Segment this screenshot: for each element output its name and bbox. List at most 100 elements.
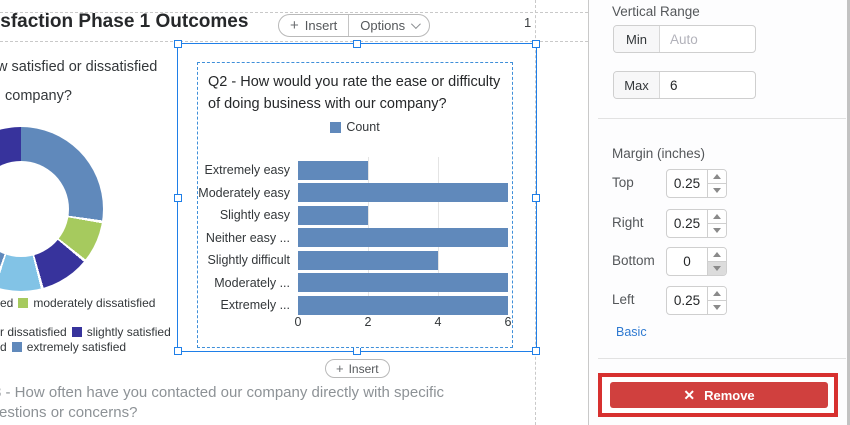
resize-handle-bottom-middle[interactable]	[353, 347, 361, 355]
category-label: Extremely easy	[204, 163, 290, 178]
q1-question-text-line1: w satisfied or dissatisfied	[0, 59, 158, 75]
options-button-label: Options	[360, 18, 406, 33]
bar[interactable]	[298, 228, 508, 248]
stepper-down-button[interactable]	[708, 262, 726, 275]
q1-question-text-line2: company?	[5, 88, 72, 104]
bar-row: Slightly difficult	[198, 249, 512, 272]
category-label: Neither easy ...	[205, 230, 290, 245]
category-label: Slightly easy	[219, 208, 290, 223]
max-label: Max	[614, 72, 660, 98]
margin-left-value[interactable]: 0.25	[673, 293, 701, 308]
margin-right-stepper: 0.25	[666, 209, 727, 238]
bar[interactable]	[298, 160, 368, 180]
bar-row: Moderately easy	[198, 182, 512, 205]
bar-row: Extremely easy	[198, 159, 512, 182]
min-label: Min	[614, 26, 660, 52]
bar[interactable]	[298, 205, 368, 225]
legend-label: slightly satisfied	[86, 325, 171, 339]
arrow-down-icon	[713, 228, 721, 233]
q1-legend-row: d extremely satisfied	[0, 340, 126, 354]
remove-button[interactable]: ✕ Remove	[610, 382, 828, 408]
x-tick-0: 0	[294, 315, 302, 329]
insert-button-label: Insert	[304, 18, 338, 33]
q3-question-text-line1: 3 - How often have you contacted our com…	[0, 384, 445, 401]
margin-bottom-value[interactable]: 0	[683, 254, 691, 269]
q3-question-text-line2: estions or concerns?	[0, 404, 138, 421]
bar-row: Neither easy ...	[198, 227, 512, 250]
stepper-down-button[interactable]	[708, 184, 726, 197]
options-button[interactable]: Options	[348, 15, 429, 36]
window-right-edge	[847, 0, 850, 425]
bar[interactable]	[298, 295, 508, 315]
max-input[interactable]: 6	[670, 77, 678, 93]
margin-bottom-stepper: 0	[666, 247, 727, 276]
margin-top-value[interactable]: 0.25	[673, 176, 701, 191]
bar-chart-widget[interactable]: Q2 - How would you rate the ease or diff…	[197, 62, 513, 348]
category-label: Extremely ...	[220, 298, 290, 313]
legend-label-cut: ed	[0, 296, 14, 310]
resize-handle-top-right[interactable]	[532, 40, 540, 48]
q1-legend-row: r dissatisfied slightly satisfied	[0, 325, 171, 339]
bar-row: Slightly easy	[198, 204, 512, 227]
bar[interactable]	[298, 273, 508, 293]
insert-options-toolbar: + Insert Options	[278, 14, 431, 37]
plus-icon: +	[336, 361, 344, 376]
chevron-down-icon	[411, 19, 421, 30]
resize-handle-top-left[interactable]	[174, 40, 182, 48]
margin-bottom-label: Bottom	[612, 253, 655, 268]
arrow-up-icon	[713, 214, 721, 219]
vertical-range-label: Vertical Range	[612, 4, 700, 19]
q1-legend-row: ed moderately dissatisfied	[0, 296, 155, 310]
resize-handle-middle-left[interactable]	[174, 193, 182, 202]
category-label: Slightly difficult	[207, 253, 290, 268]
report-title: isfaction Phase 1 Outcomes	[0, 11, 249, 32]
panel-divider	[598, 118, 846, 119]
resize-handle-bottom-left[interactable]	[174, 347, 182, 355]
properties-panel: Vertical Range Min Auto Max 6 Margin (in…	[588, 0, 850, 425]
stepper-up-button[interactable]	[708, 210, 726, 224]
margin-section-label: Margin (inches)	[612, 146, 706, 161]
insert-below-button[interactable]: + Insert	[325, 359, 390, 378]
chart-title: Q2 - How would you rate the ease or diff…	[208, 72, 508, 116]
resize-handle-bottom-right[interactable]	[532, 347, 540, 355]
stepper-up-button[interactable]	[708, 287, 726, 301]
min-input[interactable]: Auto	[670, 31, 698, 47]
bar[interactable]	[298, 250, 438, 270]
legend-swatch-count	[330, 121, 342, 133]
arrow-up-icon	[713, 252, 721, 257]
arrow-down-icon	[713, 305, 721, 310]
margin-guide-right	[535, 0, 536, 425]
legend-label: moderately dissatisfied	[33, 296, 156, 310]
bar-row: Extremely ...	[198, 294, 512, 317]
chart-title-line1: Q2 - How would you rate the ease or diff…	[208, 74, 501, 90]
stepper-up-button[interactable]	[708, 170, 726, 184]
resize-handle-top-middle[interactable]	[353, 40, 361, 48]
bar-plot-area: Extremely easy Moderately easy Slightly ea…	[198, 157, 512, 329]
resize-handle-middle-right[interactable]	[532, 193, 540, 202]
basic-link[interactable]: Basic	[616, 325, 647, 339]
stepper-arrows	[707, 210, 726, 237]
stepper-down-button[interactable]	[708, 224, 726, 237]
stepper-up-button[interactable]	[708, 248, 726, 262]
insert-button[interactable]: + Insert	[279, 15, 348, 36]
min-input-group: Min Auto	[613, 25, 756, 53]
legend-swatch-indigo	[71, 327, 82, 337]
stepper-arrows	[707, 287, 726, 314]
margin-right-value[interactable]: 0.25	[673, 216, 701, 231]
margin-right-label: Right	[612, 215, 644, 230]
bar-row: Moderately ...	[198, 272, 512, 295]
bar-rows: Extremely easy Moderately easy Slightly ea…	[198, 159, 512, 317]
panel-divider	[598, 358, 846, 359]
max-input-group: Max 6	[613, 71, 756, 99]
stepper-arrows	[707, 170, 726, 197]
arrow-up-icon	[713, 174, 721, 179]
bar[interactable]	[298, 183, 508, 203]
category-label: Moderately easy	[198, 185, 290, 200]
legend-swatch-green	[18, 298, 29, 308]
chart-legend: Count	[198, 120, 512, 134]
arrow-up-icon	[713, 291, 721, 296]
donut-chart[interactable]	[0, 127, 103, 291]
stepper-down-button[interactable]	[708, 301, 726, 314]
legend-swatch-blue	[11, 342, 22, 352]
x-tick-2: 2	[364, 315, 372, 329]
